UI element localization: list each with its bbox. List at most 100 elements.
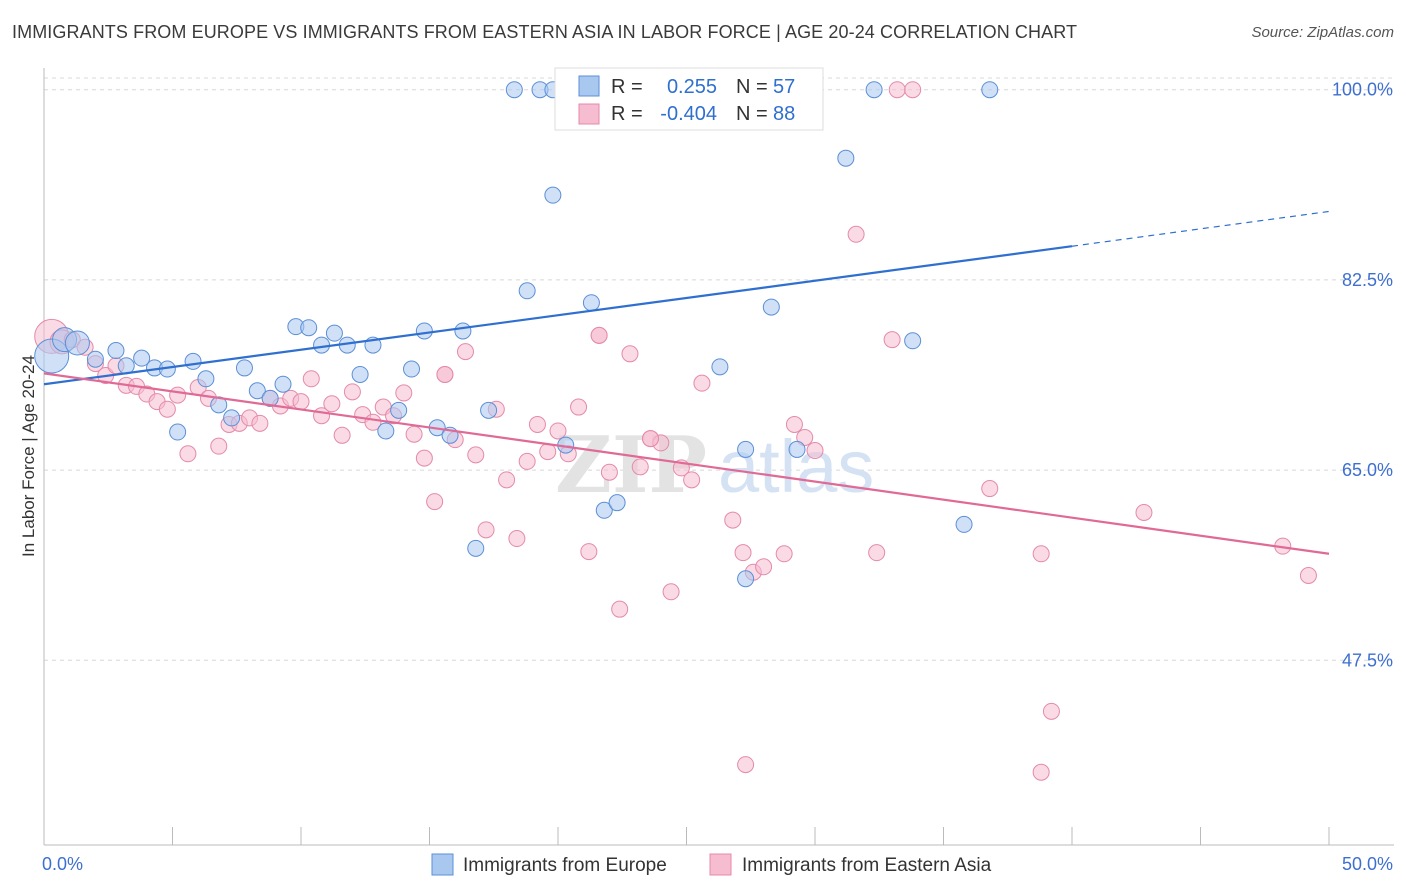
data-point — [1042, 702, 1060, 720]
data-point — [261, 389, 279, 407]
data-point — [169, 423, 187, 441]
y-tick-label: 65.0% — [1342, 460, 1393, 480]
legend-blue-r-value: 0.255 — [667, 76, 717, 98]
data-point — [865, 81, 883, 99]
data-point — [734, 544, 752, 562]
data-point — [518, 452, 536, 470]
data-point — [693, 374, 711, 392]
data-point — [302, 370, 320, 388]
legend-blue-swatch — [578, 75, 600, 97]
data-point — [590, 326, 608, 344]
data-point — [377, 422, 395, 440]
data-point — [508, 530, 526, 548]
data-point — [737, 440, 755, 458]
data-point — [1032, 763, 1050, 781]
bottom-legend-blue-swatch — [431, 853, 454, 876]
data-point — [1299, 566, 1317, 584]
data-point — [904, 332, 922, 350]
data-point — [292, 393, 310, 411]
data-point — [498, 471, 516, 489]
data-point — [775, 545, 793, 563]
data-point — [480, 401, 498, 419]
data-point — [755, 558, 773, 576]
data-point — [528, 415, 546, 433]
data-point — [300, 319, 318, 337]
data-point — [343, 383, 361, 401]
data-point — [505, 81, 523, 99]
axes — [43, 68, 1394, 846]
blue-trend-line — [43, 245, 1073, 386]
data-point — [837, 149, 855, 167]
data-point — [806, 442, 824, 460]
top-legend: R = 0.255 N = 57 R = -0.404 N = 88 — [554, 67, 824, 131]
data-point — [158, 400, 176, 418]
y-tick-label: 100.0% — [1332, 80, 1393, 100]
legend-blue-n-label: N = — [736, 76, 768, 98]
chart-title: IMMIGRANTS FROM EUROPE VS IMMIGRANTS FRO… — [12, 22, 1078, 42]
data-point — [595, 501, 613, 519]
legend-pink-r-value: -0.404 — [660, 103, 717, 125]
data-point — [518, 282, 536, 300]
data-point — [724, 511, 742, 529]
data-point — [436, 365, 454, 383]
legend-pink-n-label: N = — [736, 103, 768, 125]
data-point — [621, 345, 639, 363]
data-point — [351, 365, 369, 383]
data-point — [549, 422, 567, 440]
x-ticks — [43, 827, 1330, 845]
data-point — [64, 330, 90, 356]
bottom-legend-pink-swatch — [709, 853, 732, 876]
data-point — [426, 493, 444, 511]
data-point — [737, 756, 755, 774]
data-point — [600, 463, 618, 481]
pink-points — [34, 81, 1317, 781]
bottom-legend-blue-label: Immigrants from Europe — [463, 855, 667, 876]
y-tick-label: 82.5% — [1342, 270, 1393, 290]
legend-pink-n-value: 88 — [773, 103, 795, 125]
data-point — [847, 225, 865, 243]
legend-pink-r-label: R = — [611, 103, 643, 125]
legend-pink-swatch — [578, 103, 600, 125]
top-legend-box — [554, 67, 824, 131]
data-point — [683, 471, 701, 489]
data-point — [631, 458, 649, 476]
data-point — [274, 375, 292, 393]
data-point — [570, 398, 588, 416]
data-point — [762, 298, 780, 316]
data-point — [405, 425, 423, 443]
data-point — [580, 543, 598, 561]
data-point — [223, 409, 241, 427]
data-point — [611, 600, 629, 618]
data-point — [107, 342, 125, 360]
data-point — [456, 343, 474, 361]
blue-trend-extension — [1071, 210, 1330, 247]
data-point — [390, 401, 408, 419]
data-point — [883, 331, 901, 349]
data-point — [323, 395, 341, 413]
data-point — [395, 384, 413, 402]
data-point — [325, 324, 343, 342]
data-point — [477, 521, 495, 539]
watermark-atlas: atlas — [718, 425, 874, 508]
blue-points — [34, 81, 999, 588]
data-point — [210, 437, 228, 455]
data-point — [788, 440, 806, 458]
data-point — [544, 186, 562, 204]
y-axis-label: In Labor Force | Age 20-24 — [19, 355, 38, 557]
data-point — [184, 352, 202, 370]
bottom-legend-pink-label: Immigrants from Eastern Asia — [742, 855, 992, 876]
data-point — [785, 415, 803, 433]
data-point — [539, 443, 557, 461]
data-point — [1032, 545, 1050, 563]
pink-trend-line — [43, 372, 1330, 555]
x-tick-label-min: 0.0% — [42, 854, 83, 874]
data-point — [454, 322, 472, 340]
data-point — [981, 81, 999, 99]
source-label: Source: ZipAtlas.com — [1251, 24, 1394, 41]
data-point — [179, 445, 197, 463]
data-point — [981, 480, 999, 498]
data-point — [333, 426, 351, 444]
data-point — [133, 349, 151, 367]
data-point — [415, 449, 433, 467]
